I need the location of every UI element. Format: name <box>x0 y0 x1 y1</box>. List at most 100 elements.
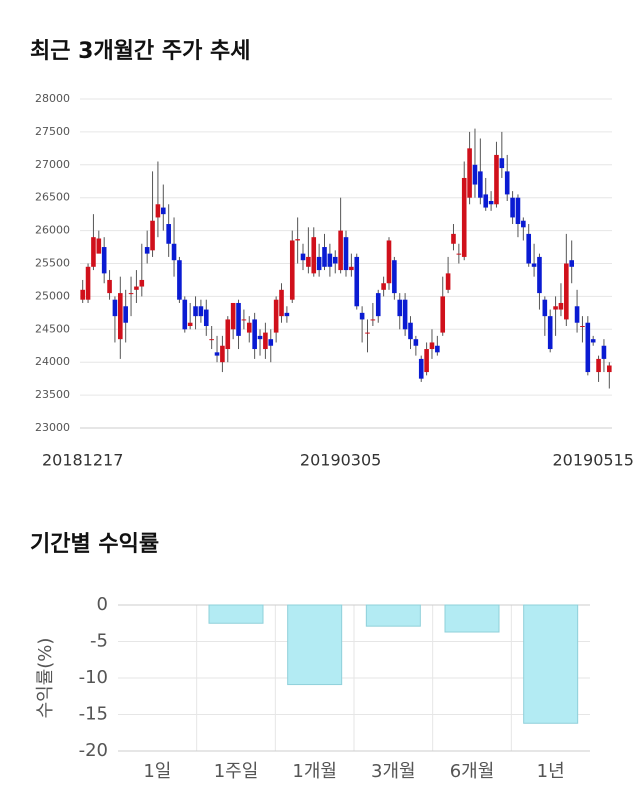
candle-body <box>193 306 198 317</box>
candle-body <box>107 279 112 294</box>
candle-body <box>166 224 171 244</box>
y-tick-label: 25000 <box>35 289 70 302</box>
y-tick-label: 23500 <box>35 388 70 401</box>
candle-body <box>435 345 440 353</box>
x-tick-label: 1년 <box>537 761 565 782</box>
candle-body <box>171 243 177 261</box>
candle-body <box>386 240 392 284</box>
candle-body <box>359 312 365 320</box>
candle-body <box>96 238 102 254</box>
candle-body <box>494 154 499 205</box>
y-tick-label: -5 <box>90 631 108 652</box>
candle-body <box>558 302 564 310</box>
candle-body <box>295 239 300 241</box>
candle-body <box>467 148 472 198</box>
candle-body <box>349 266 354 271</box>
candle-body <box>418 358 424 379</box>
candle-body <box>268 339 274 346</box>
candle-body <box>547 316 553 350</box>
candle-body <box>397 299 403 317</box>
bar <box>523 604 579 724</box>
candle-body <box>257 335 263 340</box>
candle-body <box>461 177 467 257</box>
y-tick-label: 27000 <box>35 158 70 171</box>
x-tick-label: 3개월 <box>371 761 416 782</box>
candle-body <box>316 256 322 271</box>
bar <box>365 604 421 627</box>
candle-body <box>596 358 601 373</box>
candle-body <box>365 332 370 334</box>
candle-body <box>279 289 284 317</box>
candle-body <box>392 260 397 294</box>
candle-body <box>332 256 338 264</box>
candle-body <box>112 299 118 317</box>
candle-body <box>289 240 295 300</box>
y-tick-label: 25500 <box>35 257 70 270</box>
y-tick-label: 23000 <box>35 421 70 434</box>
y-tick-label: 24000 <box>35 355 70 368</box>
y-tick-label: 27500 <box>35 125 70 138</box>
candle-body <box>203 309 209 327</box>
candle-body <box>515 197 521 225</box>
candle-body <box>343 237 349 271</box>
candle-body <box>381 283 386 290</box>
candle-body <box>402 299 408 330</box>
candle-body <box>252 319 257 350</box>
bar <box>287 604 343 686</box>
x-tick-label: 20190305 <box>300 451 381 470</box>
candle-body <box>182 299 188 330</box>
bar <box>208 604 264 624</box>
candle-body <box>220 345 225 363</box>
y-tick-label: -15 <box>79 704 108 725</box>
chart-title: 기간별 수익률 <box>30 532 159 557</box>
candle-body <box>574 306 580 323</box>
candle-body <box>564 263 569 320</box>
candle-body <box>306 256 311 267</box>
candle-body <box>123 306 128 323</box>
candle-body <box>478 171 483 198</box>
candle-body <box>472 164 478 185</box>
y-tick-label: 28000 <box>35 92 70 105</box>
candle-body <box>187 322 193 327</box>
candle-body <box>160 207 166 215</box>
x-tick-label: 6개월 <box>450 761 495 782</box>
candle-body <box>144 247 150 254</box>
candle-body <box>521 220 526 228</box>
candle-body <box>456 253 462 255</box>
x-tick-label: 1일 <box>143 761 171 782</box>
candle-body <box>263 332 268 350</box>
candle-body <box>139 279 145 287</box>
candle-body <box>488 200 494 205</box>
candle-body <box>338 230 343 271</box>
candle-body <box>273 299 279 333</box>
x-tick-label: 1개월 <box>292 761 337 782</box>
y-tick-label: 26500 <box>35 191 70 204</box>
candle-body <box>177 260 182 300</box>
candle-body <box>590 339 596 343</box>
candle-body <box>408 322 413 340</box>
candle-body <box>311 237 317 274</box>
candle-body <box>531 263 537 267</box>
candle-body <box>300 253 306 261</box>
candle-body <box>246 322 252 333</box>
candle-body <box>91 237 96 267</box>
candle-body <box>413 339 419 346</box>
candle-body <box>284 312 290 317</box>
candle-body <box>150 220 155 251</box>
y-axis-label: 수익률(%) <box>35 638 56 719</box>
candle-body <box>499 158 505 169</box>
x-tick-label: 20190515 <box>552 451 633 470</box>
candle-body <box>375 293 381 317</box>
candle-body <box>155 204 161 218</box>
candle-body <box>580 326 585 328</box>
candle-body <box>542 299 548 317</box>
candle-body <box>241 319 247 321</box>
candle-body <box>225 319 231 350</box>
candle-body <box>569 260 574 267</box>
candle-body <box>429 342 435 350</box>
bar <box>444 604 500 633</box>
candle-body <box>440 296 446 333</box>
candle-body <box>198 306 204 317</box>
candle-body <box>230 302 236 330</box>
candle-body <box>510 197 515 218</box>
